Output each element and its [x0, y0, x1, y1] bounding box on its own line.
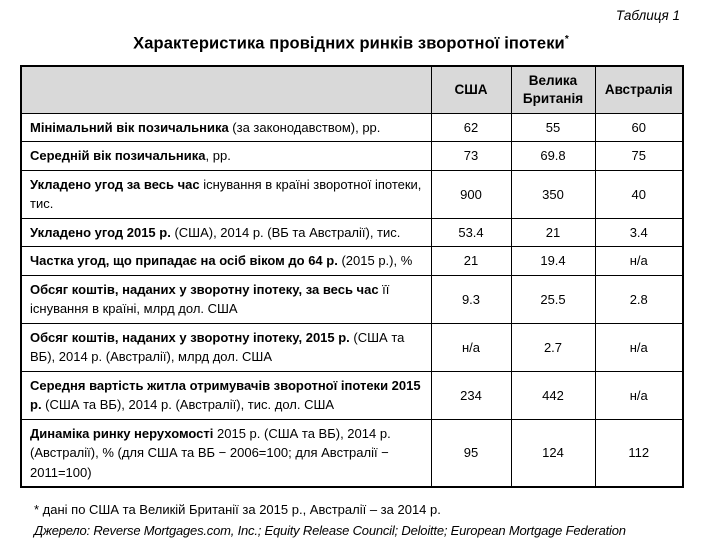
cell-value: 75 — [594, 141, 684, 171]
cell-value: 900 — [430, 169, 512, 219]
cell-value: 55 — [510, 112, 596, 142]
cell-value: 234 — [430, 370, 512, 420]
cell-value: 25.5 — [510, 274, 596, 324]
reverse-mortgage-table: США Велика Британія Австралія Мінімальни… — [20, 64, 684, 488]
column-header-uk: Велика Британія — [510, 65, 596, 114]
footnote-data-note: * дані по США та Великій Британії за 201… — [34, 502, 441, 517]
row-label: Мінімальний вік позичальника (за законод… — [20, 112, 432, 142]
row-label: Обсяг коштів, наданих у зворотну іпотеку… — [20, 274, 432, 324]
cell-value: н/а — [594, 370, 684, 420]
table-row: Укладено угод 2015 р. (США), 2014 р. (ВБ… — [20, 217, 684, 247]
footnote-source: Джерело: Reverse Mortgages.com, Inc.; Eq… — [34, 522, 626, 538]
cell-value: 95 — [430, 418, 512, 488]
cell-value: 112 — [594, 418, 684, 488]
row-label: Динаміка ринку нерухомості 2015 р. (США … — [20, 418, 432, 488]
table-row: Середній вік позичальника, рр. 73 69.8 7… — [20, 141, 684, 171]
row-label: Укладено угод 2015 р. (США), 2014 р. (ВБ… — [20, 217, 432, 247]
cell-value: 62 — [430, 112, 512, 142]
table-row: Середня вартість житла отримувачів зворо… — [20, 370, 684, 420]
cell-value: 2.8 — [594, 274, 684, 324]
cell-value: 73 — [430, 141, 512, 171]
table-header-row: США Велика Британія Австралія — [20, 65, 684, 114]
cell-value: 19.4 — [510, 246, 596, 276]
row-label: Середня вартість житла отримувачів зворо… — [20, 370, 432, 420]
column-header-empty — [20, 65, 432, 114]
table-row: Мінімальний вік позичальника (за законод… — [20, 112, 684, 142]
row-label: Середній вік позичальника, рр. — [20, 141, 432, 171]
page-title: Характеристика провідних ринків зворотно… — [20, 34, 682, 54]
page-title-text: Характеристика провідних ринків зворотно… — [133, 34, 565, 53]
row-label: Укладено угод за весь час існування в кр… — [20, 169, 432, 219]
column-header-usa: США — [430, 65, 512, 114]
table-row: Частка угод, що припадає на осіб віком д… — [20, 246, 684, 276]
cell-value: н/а — [594, 322, 684, 372]
table-row: Обсяг коштів, наданих у зворотну іпотеку… — [20, 274, 684, 324]
table-row: Обсяг коштів, наданих у зворотну іпотеку… — [20, 322, 684, 372]
title-asterisk: * — [564, 34, 569, 45]
footnotes: * дані по США та Великій Британії за 201… — [34, 501, 682, 539]
table-caption-label: Таблиця 1 — [615, 8, 680, 23]
cell-value: 2.7 — [510, 322, 596, 372]
table-row: Динаміка ринку нерухомості 2015 р. (США … — [20, 418, 684, 488]
cell-value: 21 — [430, 246, 512, 276]
cell-value: 124 — [510, 418, 596, 488]
cell-value: 350 — [510, 169, 596, 219]
cell-value: 40 — [594, 169, 684, 219]
table-row: Укладено угод за весь час існування в кр… — [20, 169, 684, 219]
cell-value: н/а — [430, 322, 512, 372]
cell-value: 21 — [510, 217, 596, 247]
row-label: Обсяг коштів, наданих у зворотну іпотеку… — [20, 322, 432, 372]
cell-value: 69.8 — [510, 141, 596, 171]
cell-value: 442 — [510, 370, 596, 420]
cell-value: 3.4 — [594, 217, 684, 247]
cell-value: 53.4 — [430, 217, 512, 247]
cell-value: 9.3 — [430, 274, 512, 324]
cell-value: 60 — [594, 112, 684, 142]
column-header-australia: Австралія — [594, 65, 684, 114]
cell-value: н/а — [594, 246, 684, 276]
row-label: Частка угод, що припадає на осіб віком д… — [20, 246, 432, 276]
